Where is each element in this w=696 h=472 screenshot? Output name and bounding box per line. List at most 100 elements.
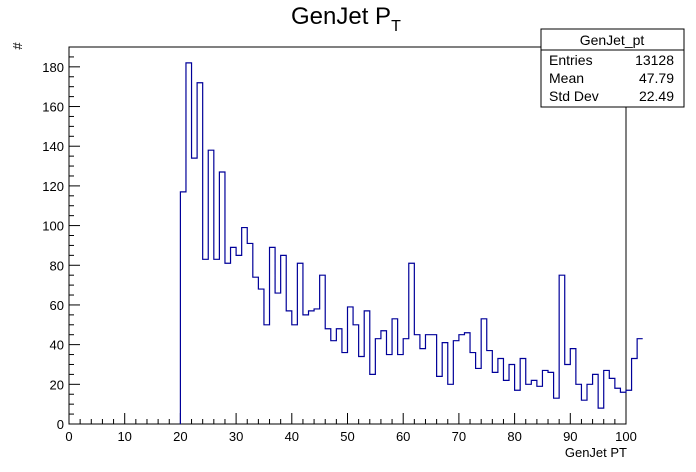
x-tick-label: 10 — [117, 429, 131, 444]
y-tick-label: 0 — [57, 417, 64, 432]
y-tick-label: 180 — [42, 60, 64, 75]
histogram-bin — [275, 293, 281, 424]
histogram-bin — [476, 368, 482, 424]
histogram-bin — [431, 335, 437, 424]
histogram-bin — [192, 158, 198, 424]
stats-box-frame — [540, 28, 685, 108]
histogram-bin — [264, 325, 270, 424]
histogram-bin — [570, 349, 576, 424]
histogram-bin — [353, 325, 359, 424]
histogram-bin — [203, 259, 209, 424]
x-tick-label: 30 — [229, 429, 243, 444]
stats-box: GenJet_pt Entries 13128 Mean 47.79 Std D… — [540, 28, 685, 108]
histogram-bin — [487, 351, 493, 424]
histogram-bin — [509, 364, 515, 424]
histogram-bin — [231, 247, 237, 424]
histogram-bin — [425, 335, 431, 424]
histogram-bin — [375, 339, 381, 424]
x-tick-label: 60 — [396, 429, 410, 444]
histogram-bin — [197, 83, 203, 424]
histogram-bin — [403, 339, 409, 424]
histogram-bin — [247, 243, 253, 424]
histogram-bin — [481, 319, 487, 424]
x-tick-label: 80 — [507, 429, 521, 444]
histogram-bin — [281, 255, 287, 424]
histogram-bin — [620, 392, 626, 424]
stats-box-name: GenJet_pt — [580, 32, 645, 48]
chart-title-main: GenJet P — [291, 3, 391, 30]
histogram-bin — [242, 228, 248, 424]
histogram-bin — [470, 353, 476, 424]
histogram-bin — [348, 307, 354, 424]
histogram-bin — [576, 384, 582, 424]
x-tick-label: 70 — [452, 429, 466, 444]
y-tick-label: 20 — [50, 377, 64, 392]
stats-stddev-label: Std Dev — [549, 88, 599, 104]
histogram-bin — [342, 353, 348, 424]
histogram-bin — [297, 263, 303, 424]
histogram-bin — [225, 263, 231, 424]
histogram-bin — [208, 150, 214, 424]
histogram-bin — [414, 335, 420, 424]
histogram-bin — [526, 384, 532, 424]
histogram-bin — [537, 386, 543, 424]
histogram-bin — [632, 359, 638, 424]
chart-title-subscript: T — [391, 18, 401, 35]
stats-mean-label: Mean — [549, 70, 584, 86]
histogram-bin — [453, 341, 459, 424]
histogram-bin — [420, 349, 426, 424]
histogram-bin — [359, 357, 365, 424]
histogram-bin — [626, 390, 632, 424]
stats-stddev-value: 22.49 — [639, 88, 674, 104]
histogram-step-line — [179, 62, 643, 424]
histogram-bin — [392, 319, 398, 424]
histogram-bin — [581, 400, 587, 424]
histogram-bin — [520, 359, 526, 424]
histogram-bin — [398, 355, 404, 424]
histogram-bin — [370, 374, 376, 424]
histogram-bin — [548, 372, 554, 424]
histogram-bin — [492, 372, 498, 424]
histogram-bin — [320, 275, 326, 424]
histogram-bin — [604, 370, 610, 424]
x-tick-label: 100 — [615, 429, 637, 444]
histogram-bin — [314, 309, 320, 424]
x-tick-label: 0 — [65, 429, 72, 444]
y-tick-label: 120 — [42, 179, 64, 194]
histogram-bin — [286, 311, 292, 424]
chart-title: GenJet PT — [291, 3, 401, 35]
histogram-bin — [270, 247, 276, 424]
axis-ticks — [68, 46, 627, 425]
histogram-bin — [325, 329, 331, 424]
histogram-bin — [559, 275, 565, 424]
histogram-bin — [437, 376, 443, 424]
histogram-bin — [554, 398, 560, 424]
x-tick-label: 40 — [285, 429, 299, 444]
stats-entries-label: Entries — [549, 52, 593, 68]
y-axis-title: # — [10, 42, 25, 50]
histogram-bin — [253, 277, 259, 424]
histogram-bin — [593, 374, 599, 424]
histogram-bin — [292, 325, 298, 424]
histogram-bin — [180, 192, 186, 424]
y-tick-label: 100 — [42, 219, 64, 234]
y-tick-label: 40 — [50, 338, 64, 353]
y-tick-label: 60 — [50, 298, 64, 313]
histogram-bin — [587, 384, 593, 424]
histogram-bin — [503, 380, 509, 424]
histogram-bin — [459, 335, 465, 424]
histogram-bin — [386, 355, 392, 424]
histogram-bin — [637, 339, 643, 424]
histogram-bin — [309, 311, 315, 424]
histogram-bin — [598, 408, 604, 424]
stats-entries-value: 13128 — [635, 52, 674, 68]
histogram-bin — [258, 289, 264, 424]
x-axis-title: GenJet PT — [565, 445, 627, 460]
histogram-bin — [515, 390, 521, 424]
x-tick-label: 90 — [563, 429, 577, 444]
histogram-bin — [381, 331, 387, 424]
histogram-bin — [442, 343, 448, 424]
y-tick-label: 80 — [50, 258, 64, 273]
histogram-bin — [186, 63, 192, 424]
x-tick-label: 20 — [173, 429, 187, 444]
